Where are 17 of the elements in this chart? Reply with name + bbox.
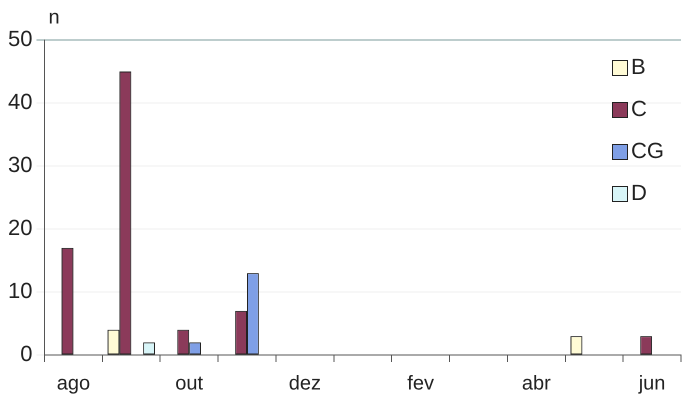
y-tick-label: 0 bbox=[20, 341, 32, 366]
legend-label: CG bbox=[631, 138, 664, 164]
x-tick-label: out bbox=[175, 372, 204, 395]
x-tick-label: ago bbox=[56, 372, 90, 395]
y-tick-label: 50 bbox=[8, 26, 32, 52]
legend-label: C bbox=[631, 96, 647, 122]
x-tick-label: dez bbox=[288, 372, 321, 395]
x-tick-label: abr bbox=[522, 372, 552, 395]
y-tick-label: 40 bbox=[8, 89, 32, 114]
y-tick-label: 10 bbox=[8, 278, 32, 304]
y-tick-label: 30 bbox=[8, 152, 32, 178]
x-tick-label: fev bbox=[407, 372, 434, 395]
x-tick-label: jun bbox=[638, 372, 666, 395]
legend-label: D bbox=[631, 180, 647, 206]
legend-label: B bbox=[631, 54, 646, 80]
y-tick-label: 20 bbox=[8, 215, 32, 240]
y-axis-title: n bbox=[48, 6, 60, 29]
